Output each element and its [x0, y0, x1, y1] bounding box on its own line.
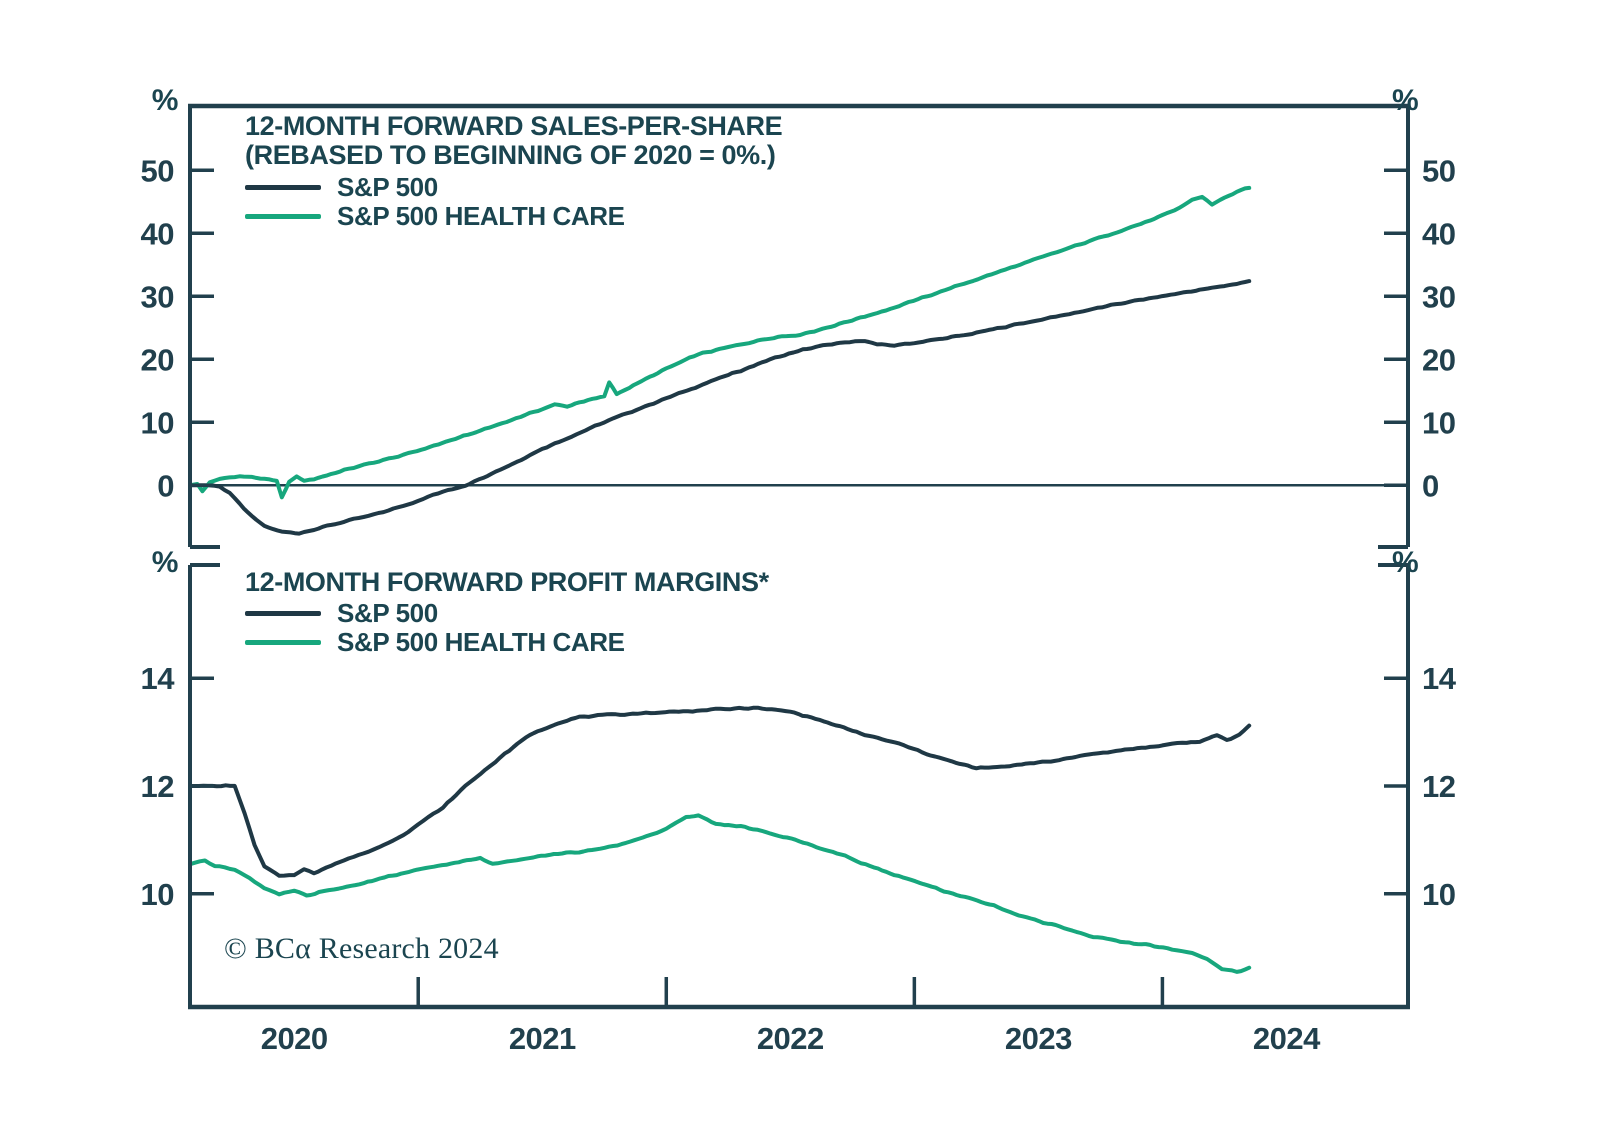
y-axis-label-left-14: 14 — [141, 661, 176, 696]
bottom-legend-row-healthcare: S&P 500 HEALTH CARE — [245, 627, 625, 658]
top-panel-right-percent-label: % — [1392, 84, 1419, 117]
healthcare-line-top — [188, 185, 1252, 500]
sp500-line-swatch — [245, 185, 321, 190]
y-axis-label-left-0: 0 — [157, 468, 174, 503]
y-axis-label-left-20: 20 — [141, 342, 174, 377]
y-axis-label-right-12: 12 — [1422, 769, 1455, 804]
healthcare-line-bottom — [188, 813, 1252, 974]
top-panel-left-percent-label: % — [151, 84, 179, 117]
healthcare-line-swatch — [245, 214, 321, 219]
y-axis-label-right-0: 0 — [1422, 468, 1439, 503]
sp500-line-swatch — [245, 611, 321, 616]
y-axis-label-right-20: 20 — [1422, 342, 1455, 377]
y-axis-label-left-12: 12 — [141, 769, 174, 804]
top-legend-row-sp500: S&P 500 — [245, 172, 438, 203]
healthcare-line-swatch — [245, 640, 321, 645]
bottom-panel-left-percent-label: % — [151, 546, 179, 579]
sp500-line-top — [188, 279, 1252, 536]
y-axis-label-right-40: 40 — [1422, 216, 1455, 251]
y-axis-label-right-14: 14 — [1422, 661, 1457, 696]
y-axis-label-right-30: 30 — [1422, 279, 1455, 314]
top-legend-label-healthcare: S&P 500 HEALTH CARE — [337, 201, 625, 231]
y-axis-label-left-10: 10 — [141, 877, 174, 912]
y-axis-label-left-40: 40 — [141, 216, 174, 251]
copyright-text: © BCα Research 2024 — [224, 932, 499, 965]
bottom-panel-right-percent-label: % — [1392, 546, 1419, 579]
y-axis-label-left-50: 50 — [141, 153, 174, 188]
bottom-legend-label-healthcare: S&P 500 HEALTH CARE — [337, 627, 625, 657]
top-panel-title-line1: 12-MONTH FORWARD SALES-PER-SHARE — [245, 111, 783, 141]
bottom-legend-label-sp500: S&P 500 — [337, 598, 438, 628]
y-axis-label-left-30: 30 — [141, 279, 174, 314]
y-axis-label-right-10: 10 — [1422, 877, 1455, 912]
y-axis-label-right-10: 10 — [1422, 405, 1455, 440]
x-axis-label-2021: 2021 — [509, 1021, 576, 1056]
bottom-panel-title: 12-MONTH FORWARD PROFIT MARGINS* — [245, 567, 769, 597]
x-axis-label-2022: 2022 — [757, 1021, 824, 1056]
y-axis-label-left-10: 10 — [141, 405, 174, 440]
top-panel-title-line2: (REBASED TO BEGINNING OF 2020 = 0%.) — [245, 140, 776, 170]
x-axis-label-2023: 2023 — [1005, 1021, 1072, 1056]
top-legend-label-sp500: S&P 500 — [337, 172, 438, 202]
top-legend-row-healthcare: S&P 500 HEALTH CARE — [245, 201, 625, 232]
x-axis-label-2020: 2020 — [261, 1021, 328, 1056]
bottom-legend-row-sp500: S&P 500 — [245, 598, 438, 629]
y-axis-label-right-50: 50 — [1422, 153, 1455, 188]
x-axis-label-2024: 2024 — [1253, 1021, 1321, 1056]
sp500-line-bottom — [188, 705, 1252, 878]
